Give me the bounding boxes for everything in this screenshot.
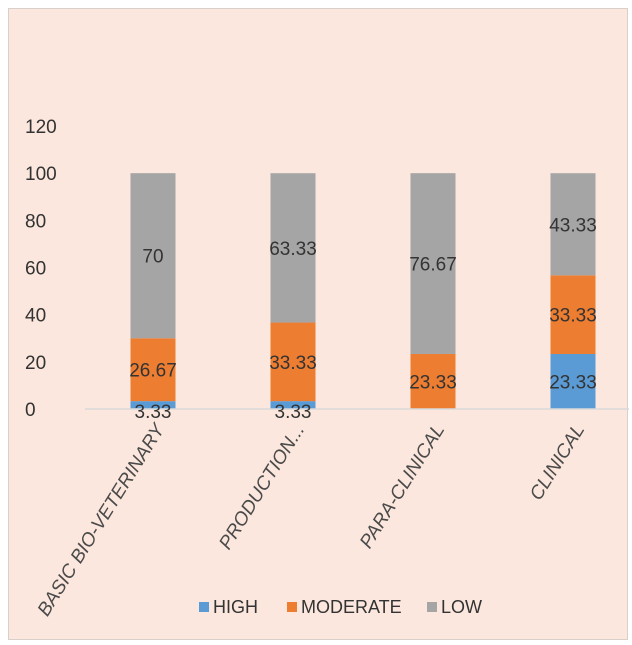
bar-low-0 bbox=[130, 173, 176, 339]
y-axis-ticks: 0 20 40 60 80 100 120 bbox=[25, 117, 57, 421]
category-label: PRODUCTION... bbox=[215, 421, 309, 554]
bar-high-1 bbox=[270, 401, 316, 409]
bar-moderate-0 bbox=[130, 338, 176, 402]
data-label: 43.33 bbox=[549, 215, 597, 236]
bars bbox=[130, 173, 596, 409]
bar-high-0 bbox=[130, 401, 176, 409]
legend: HIGH MODERATE LOW bbox=[199, 597, 482, 617]
legend-swatch bbox=[427, 602, 437, 612]
y-tick-label: 0 bbox=[25, 400, 36, 421]
y-tick-label: 40 bbox=[25, 306, 46, 327]
data-labels: 3.33 26.67 70 3.33 33.33 63.33 23.33 76.67 23.33… bbox=[129, 215, 597, 423]
data-label: 3.33 bbox=[135, 402, 172, 423]
category-label: BASIC BIO-VETERINARY bbox=[34, 419, 170, 620]
bar-moderate-3 bbox=[550, 275, 596, 354]
chart-area: 0 20 40 60 80 100 120 3.33 26.67 70 3.33 33.33 63.3… bbox=[8, 8, 629, 640]
bar-moderate-2 bbox=[410, 353, 456, 409]
legend-label: MODERATE bbox=[301, 597, 402, 617]
legend-swatch bbox=[287, 602, 297, 612]
category-labels: BASIC BIO-VETERINARY PRODUCTION... PARA-CL… bbox=[34, 419, 589, 620]
legend-label: LOW bbox=[441, 597, 482, 617]
y-tick-label: 80 bbox=[25, 211, 46, 232]
bar-moderate-1 bbox=[270, 322, 316, 402]
stacked-bar-chart: 0 20 40 60 80 100 120 3.33 26.67 70 3.33 33.33 63.3… bbox=[25, 117, 629, 620]
data-label: 26.67 bbox=[129, 361, 177, 382]
bar-low-2 bbox=[410, 173, 456, 354]
category-label: PARA-CLINICAL bbox=[356, 421, 449, 553]
data-label: 33.33 bbox=[269, 353, 317, 374]
legend-swatch bbox=[199, 602, 209, 612]
data-label: 23.33 bbox=[409, 372, 457, 393]
bar-high-3 bbox=[550, 353, 596, 409]
legend-label: HIGH bbox=[213, 597, 258, 617]
bar-low-3 bbox=[550, 173, 596, 276]
data-label: 63.33 bbox=[269, 239, 317, 260]
category-label: CLINICAL bbox=[526, 421, 589, 505]
data-label: 23.33 bbox=[549, 372, 597, 393]
y-tick-label: 20 bbox=[25, 353, 46, 374]
data-label: 76.67 bbox=[409, 255, 457, 276]
y-tick-label: 120 bbox=[25, 117, 57, 138]
y-tick-label: 60 bbox=[25, 259, 46, 280]
y-tick-label: 100 bbox=[25, 164, 57, 185]
bar-low-1 bbox=[270, 173, 316, 323]
data-label: 33.33 bbox=[549, 306, 597, 327]
data-label: 3.33 bbox=[275, 402, 312, 423]
data-label: 70 bbox=[142, 247, 163, 268]
